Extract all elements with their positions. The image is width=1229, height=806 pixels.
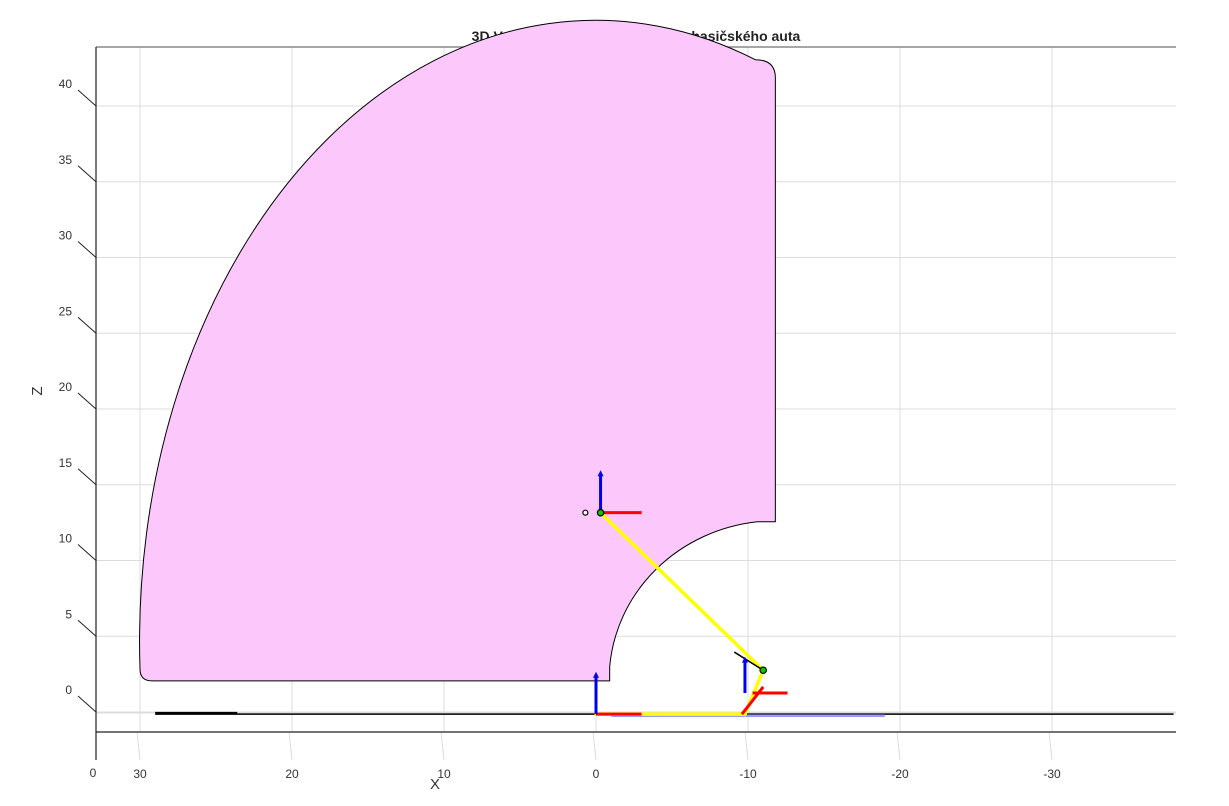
z-tick-label-1: 5 (65, 607, 72, 621)
z-tick-mark-1 (77, 619, 97, 637)
workspace-region (139, 19, 776, 682)
x-tick-label-4: -10 (739, 767, 757, 781)
x-tick-mark-3 (592, 731, 597, 761)
y-corner-tick-label: 0 (90, 766, 97, 780)
z-tick-label-3: 15 (59, 456, 73, 470)
z-tick-label-5: 25 (59, 304, 73, 318)
tick-labels: 30 20 10 0 -10 -20 -30 0 5 10 15 20 25 30 35 40 (59, 77, 1061, 781)
z-tick-label-7: 35 (59, 153, 73, 167)
arm-link-dark (733, 651, 764, 671)
x-tick-mark-4 (744, 731, 749, 761)
frame-1-diagonal-axis (740, 685, 765, 716)
arm-segment-2 (598, 510, 765, 672)
z-tick-label-8: 40 (59, 77, 73, 91)
frame-2-z-arrowhead (597, 470, 604, 477)
x-tick-label-3: 0 (593, 767, 600, 781)
z-tick-label-4: 20 (59, 380, 73, 394)
x-tick-label-1: 20 (285, 767, 299, 781)
x-tick-mark-2 (440, 731, 445, 761)
x-tick-mark-0 (136, 731, 141, 761)
z-tick-mark-0 (77, 695, 97, 713)
x-tick-label-5: -20 (891, 767, 909, 781)
workspace-area (139, 19, 776, 682)
joint-1 (596, 508, 605, 517)
z-tick-label-2: 10 (59, 532, 73, 546)
x-axis-label: X (430, 776, 440, 793)
x-tick-label-2: 10 (437, 767, 451, 781)
joint-0 (759, 666, 768, 675)
x-tick-label-0: 30 (133, 767, 147, 781)
joint-end-marker (582, 509, 589, 516)
z-tick-label-0: 0 (65, 683, 72, 697)
x-tick-mark-6 (1048, 731, 1053, 761)
x-tick-mark-1 (288, 731, 293, 761)
z-tick-label-6: 30 (59, 229, 73, 243)
z-tick-mark-8 (77, 89, 97, 107)
z-tick-mark-6 (77, 241, 97, 258)
coordinate-frames (582, 470, 788, 716)
frame-0-z-arrowhead (593, 671, 599, 678)
z-tick-mark-5 (77, 316, 97, 334)
x-tick-mark-5 (896, 731, 901, 761)
z-tick-mark-4 (77, 392, 97, 410)
z-tick-mark-7 (77, 165, 97, 183)
frame-1-z-arrowhead (741, 656, 748, 663)
z-tick-mark-3 (77, 468, 97, 486)
z-axis-label: Z (29, 386, 46, 395)
z-tick-mark-2 (77, 544, 97, 561)
x-tick-label-6: -30 (1043, 767, 1061, 781)
